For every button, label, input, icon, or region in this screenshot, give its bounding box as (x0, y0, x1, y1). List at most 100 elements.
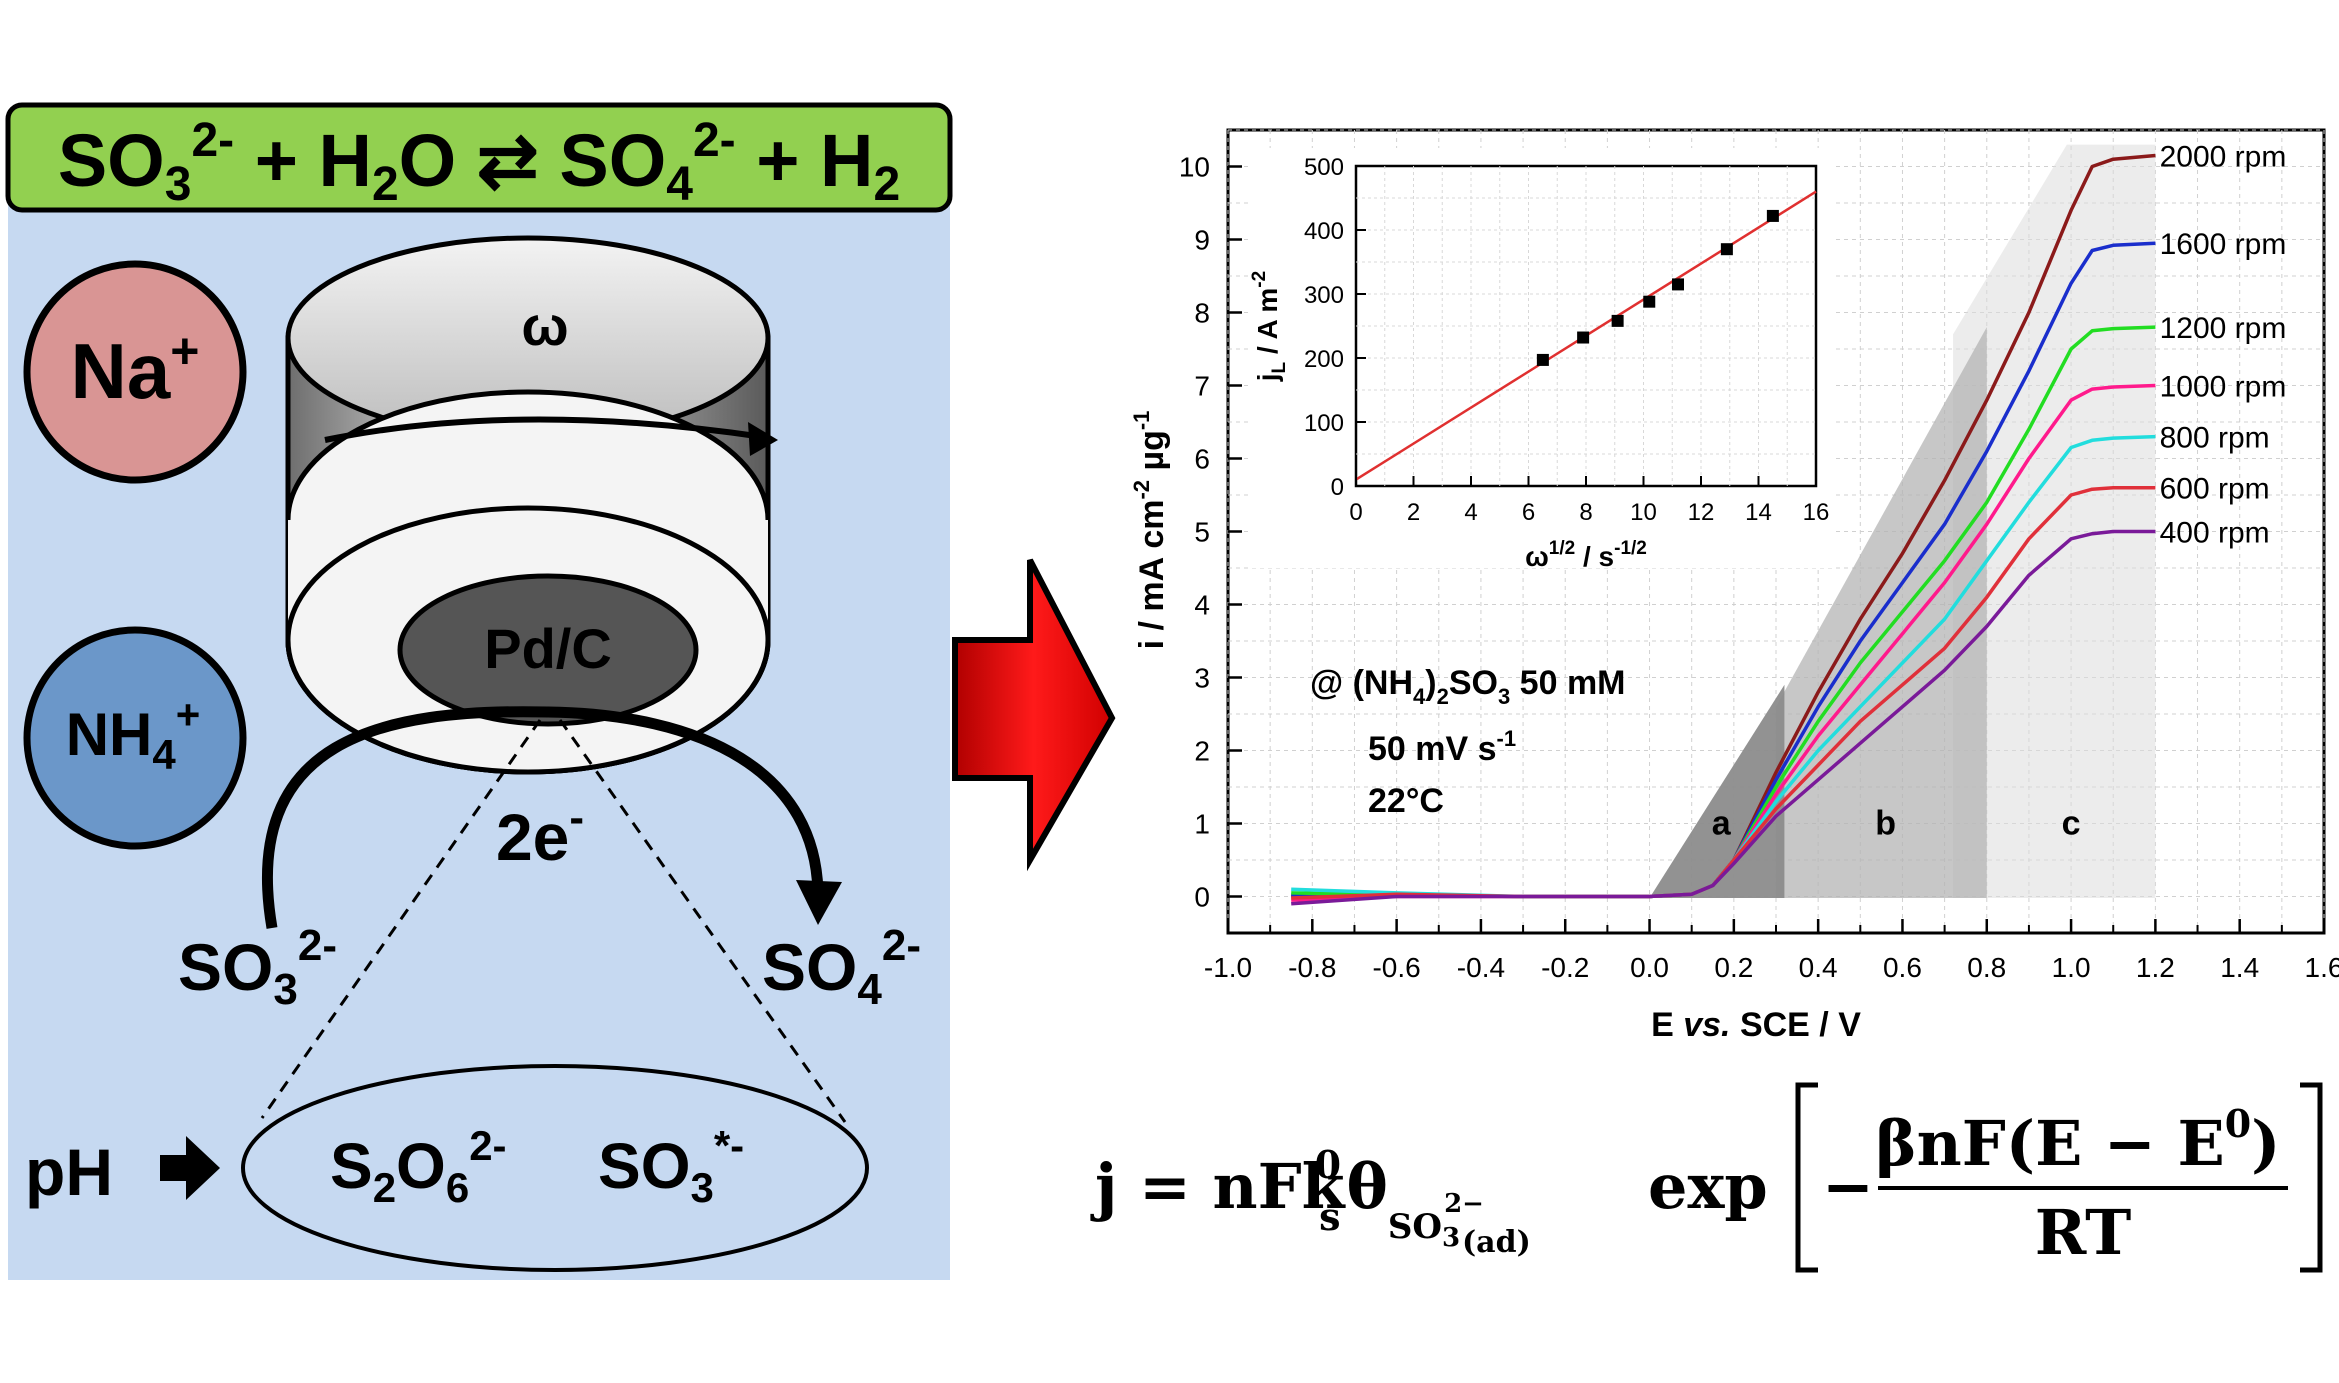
levich-point (1611, 314, 1624, 327)
ph-arrow (160, 1136, 220, 1200)
levich-point (1643, 295, 1656, 308)
main-y-tick-label: 7 (1194, 371, 1210, 402)
main-y-tick-label: 6 (1194, 444, 1210, 475)
main-x-tick-label: 0.6 (1883, 952, 1922, 983)
levich-point (1672, 278, 1684, 291)
main-x-tick-label: 1.2 (2136, 952, 2175, 983)
series-label-800-rpm: 800 rpm (2160, 422, 2270, 455)
transition-arrow (952, 558, 1116, 872)
levich-point (1536, 353, 1549, 366)
inset-x-tick-label: 16 (1803, 499, 1830, 526)
rate-numerator: βnF(E − E0) (1875, 1101, 2280, 1180)
catalyst-label: Pd/C (484, 617, 612, 680)
rate-minus: − (1822, 1150, 1874, 1223)
inset-x-tick-label: 10 (1630, 499, 1657, 526)
inset-grid (1356, 166, 1816, 486)
main-y-tick-label: 2 (1194, 736, 1210, 767)
levich-plot (1355, 190, 1817, 481)
region-label-c: c (2062, 804, 2081, 842)
main-y-tick-label: 0 (1194, 882, 1210, 913)
lsv-curve-400-rpm (1291, 529, 2156, 906)
reaction-banner (5, 102, 953, 213)
reactant-sulfite: SO32- (178, 921, 337, 1014)
pd-c-catalyst (397, 573, 699, 727)
scan-rate-annotation: 50 mV s-1 (1368, 726, 1516, 768)
levich-inset: 0 2 4 6 8 10 12 14 16 0 100 200 300 400 500 ω1/2 / s-1… (1249, 148, 1835, 572)
main-y-tick-label: 3 (1194, 663, 1210, 694)
rate-exp: exp (1648, 1150, 1768, 1223)
intermediate-dithionate: S2O62- (330, 1122, 507, 1211)
main-y-axis-label: i / mA cm-2 µg-1 (1129, 411, 1171, 650)
inset-x-tick-label: 8 (1579, 499, 1592, 526)
series-label-1600-rpm: 1600 rpm (2160, 228, 2287, 261)
inset-y-tick-label: 400 (1304, 218, 1344, 245)
intermediate-sulfite-radical: SO3*- (598, 1122, 744, 1211)
inset-x-tick-label: 4 (1464, 499, 1477, 526)
series-label-1000-rpm: 1000 rpm (2160, 371, 2287, 404)
potential-region-c (1953, 144, 2156, 898)
series-label-2000-rpm: 2000 rpm (2160, 141, 2287, 174)
main-y-tick-label: 8 (1194, 298, 1210, 329)
levich-point (1577, 331, 1590, 344)
main-x-tick-label: 1.4 (2220, 952, 2259, 983)
main-axes: -1.0 -0.8 -0.6 -0.4 -0.2 0.0 0.2 0.4 0.6 0.8 1.0 1.… (1179, 152, 2339, 984)
main-y-tick-label: 4 (1194, 590, 1210, 621)
product-sulfate: SO42- (762, 921, 921, 1014)
ammonium-label: NH4+ (66, 691, 201, 778)
series-label-600-rpm: 600 rpm (2160, 473, 2270, 506)
zoom-line-left (260, 719, 542, 1119)
inset-y-tick-label: 0 (1331, 474, 1344, 501)
main-y-tick-label: 1 (1194, 809, 1210, 840)
inset-y-tick-label: 500 (1304, 154, 1344, 181)
bracket-right (2300, 1082, 2323, 1273)
electron-transfer-arrow (261, 706, 824, 929)
region-label-a: a (1712, 804, 1732, 842)
main-x-tick-label: 0.4 (1799, 952, 1838, 983)
main-y-tick-label: 5 (1194, 517, 1210, 548)
main-y-tick-label: 9 (1194, 225, 1210, 256)
inset-x-tick-label: 6 (1522, 499, 1535, 526)
ph-label: pH (25, 1135, 113, 1209)
levich-point (1720, 243, 1733, 256)
electron-transfer-arrow-head (796, 880, 842, 925)
rotation-arrow (324, 416, 771, 443)
main-x-tick-label: -0.4 (1457, 952, 1505, 983)
main-x-tick-label: 1.6 (2305, 952, 2339, 983)
main-x-tick-label: -1.0 (1204, 952, 1252, 983)
rate-lhs: j = nFk0 sθSO32− (ad) (1090, 1142, 1531, 1260)
rate-denominator: RT (2035, 1196, 2132, 1269)
main-x-tick-label: 1.0 (2052, 952, 2091, 983)
main-y-tick-label: 10 (1179, 152, 1210, 183)
series-label-400-rpm: 400 rpm (2160, 517, 2270, 550)
lsv-curves (1291, 153, 2156, 906)
inset-axes: 0 2 4 6 8 10 12 14 16 0 100 200 300 400 500 (1304, 154, 1829, 526)
inset-x-tick-label: 14 (1745, 499, 1772, 526)
inset-x-tick-label: 0 (1349, 499, 1362, 526)
main-x-tick-label: 0.8 (1967, 952, 2006, 983)
inset-y-tick-label: 100 (1304, 410, 1344, 437)
inset-x-tick-label: 2 (1407, 499, 1420, 526)
inset-y-tick-label: 300 (1304, 282, 1344, 309)
temperature-annotation: 22°C (1368, 782, 1444, 820)
main-x-tick-label: 0.2 (1714, 952, 1753, 983)
levich-point (1766, 209, 1779, 222)
rotation-omega: ω (521, 294, 568, 357)
electrons-label: 2e- (496, 793, 584, 874)
main-x-tick-label: -0.2 (1541, 952, 1589, 983)
rotating-disk-electrode: Pd/C ω (285, 235, 778, 775)
adsorbed-intermediates (241, 1064, 869, 1272)
zoom-line-right (558, 719, 847, 1123)
bracket-left (1795, 1082, 1818, 1273)
ammonium-ion (23, 626, 247, 850)
inset-x-axis-label: ω1/2 / s-1/2 (1525, 538, 1647, 572)
rotation-rate-labels: 2000 rpm 1600 rpm 1200 rpm 1000 rpm 800 rpm 6… (2160, 141, 2287, 550)
sodium-ion (23, 260, 247, 484)
main-x-tick-label: -0.6 (1372, 952, 1420, 983)
main-x-tick-label: -0.8 (1288, 952, 1336, 983)
inset-y-tick-label: 200 (1304, 346, 1344, 373)
electrolyte-annotation: @ (NH4)2SO3 50 mM (1310, 664, 1626, 709)
main-x-axis-label: E vs. SCE / V (1651, 1006, 1861, 1044)
rotation-arrow-head (748, 422, 778, 456)
sodium-label: Na+ (71, 323, 200, 415)
